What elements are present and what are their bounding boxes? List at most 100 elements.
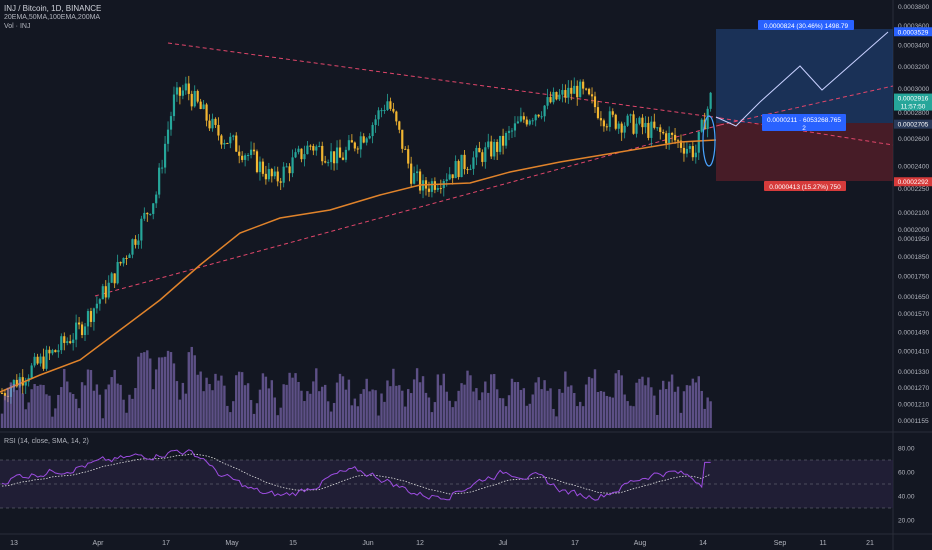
volume-bar: [573, 393, 576, 428]
candle-body: [587, 88, 591, 95]
volume-bar: [326, 401, 330, 428]
volume-bar: [638, 378, 641, 428]
volume-bar: [439, 385, 443, 428]
volume-bar: [119, 384, 122, 428]
volume-bar: [157, 357, 161, 428]
volume-bar: [30, 389, 33, 428]
candle-body: [626, 115, 629, 126]
volume-bar: [128, 394, 131, 428]
candle-body: [83, 326, 87, 336]
volume-bar: [74, 398, 78, 428]
volume-bar: [152, 389, 155, 428]
candle-body: [418, 171, 422, 191]
candle-body: [51, 350, 54, 354]
candle-body: [30, 365, 33, 378]
volume-bar: [220, 375, 223, 428]
volume-bar: [140, 352, 143, 428]
candle-body: [178, 87, 181, 96]
rsi-tick-label: 40.00: [898, 494, 915, 501]
candle-body: [101, 286, 104, 300]
rsi-tick-label: 80.00: [898, 446, 915, 453]
volume-bar: [679, 412, 683, 428]
volume-bar: [356, 406, 359, 428]
rsi-sma-line: [1, 453, 711, 495]
volume-bar: [641, 376, 644, 428]
y-tick-label: 0.0003800: [898, 4, 930, 11]
volume-bar: [6, 387, 10, 428]
volume-bar: [481, 392, 484, 428]
price-tag: [894, 177, 932, 187]
volume-bar: [362, 389, 365, 428]
candle-body: [694, 152, 697, 158]
candle-body: [350, 140, 353, 143]
moving-average-line: [0, 139, 717, 393]
volume-bar: [258, 389, 262, 428]
candle-body: [205, 104, 208, 121]
candle-body: [297, 148, 300, 153]
y-tick-label: 0.0003400: [898, 43, 930, 50]
candle-body: [190, 93, 193, 107]
volume-bar: [365, 378, 368, 428]
candle-body: [555, 92, 558, 100]
candle-body: [659, 127, 662, 132]
stop-label-text: 0.0000413 (15.27%) 750: [769, 184, 841, 191]
volume-bar: [243, 385, 247, 428]
candle-body: [324, 161, 327, 163]
candle-body: [519, 116, 522, 122]
candle-body: [15, 379, 18, 387]
volume-bar: [484, 381, 487, 428]
candle-body: [635, 123, 638, 134]
volume-bar: [466, 370, 469, 428]
candle-body: [235, 135, 238, 152]
volume-bar: [122, 399, 125, 428]
volume-bar: [534, 382, 537, 428]
candle-body: [493, 141, 496, 157]
volume-bar: [83, 385, 87, 428]
candle-body: [617, 123, 620, 129]
candle-body: [513, 123, 517, 131]
candle-body: [691, 146, 694, 158]
volume-bar: [561, 392, 564, 428]
candle-body: [92, 308, 96, 322]
candle-body: [125, 257, 128, 259]
stop-label-box: [764, 181, 846, 191]
x-tick-label: Jul: [499, 540, 508, 547]
candle-body: [143, 212, 146, 219]
volume-bar: [537, 377, 540, 428]
candle-body: [475, 147, 478, 158]
volume-bar: [421, 376, 425, 428]
candle-body: [241, 155, 244, 160]
x-tick-label: May: [225, 540, 239, 547]
volume-bar: [146, 350, 149, 428]
volume-bar: [498, 398, 502, 428]
candle-body: [238, 151, 241, 156]
candle-body: [276, 171, 279, 182]
candle-body: [359, 136, 362, 150]
volume-bar: [232, 401, 235, 428]
volume-bar: [392, 368, 395, 428]
volume-bar: [552, 408, 555, 428]
volume-bar: [436, 374, 440, 428]
volume-bar: [24, 409, 27, 428]
candle-body: [362, 136, 365, 143]
volume-bar: [700, 390, 703, 428]
volume-bar: [235, 375, 238, 428]
volume-bar: [229, 412, 232, 428]
volume-bar: [297, 381, 300, 428]
volume-bar: [596, 392, 600, 428]
y-tick-label: 0.0001570: [898, 311, 930, 318]
volume-bar: [332, 402, 336, 428]
candle-body: [338, 147, 342, 158]
volume-bar: [374, 390, 377, 428]
volume-bar: [377, 415, 380, 428]
volume-bar: [187, 352, 190, 428]
candle-body: [499, 135, 502, 152]
volume-legend: Vol · INJ: [4, 23, 31, 30]
candle-body: [270, 169, 273, 177]
volume-bar: [92, 390, 96, 428]
candle-body: [638, 117, 641, 124]
volume-bar: [664, 389, 668, 428]
candle-body: [697, 131, 700, 153]
